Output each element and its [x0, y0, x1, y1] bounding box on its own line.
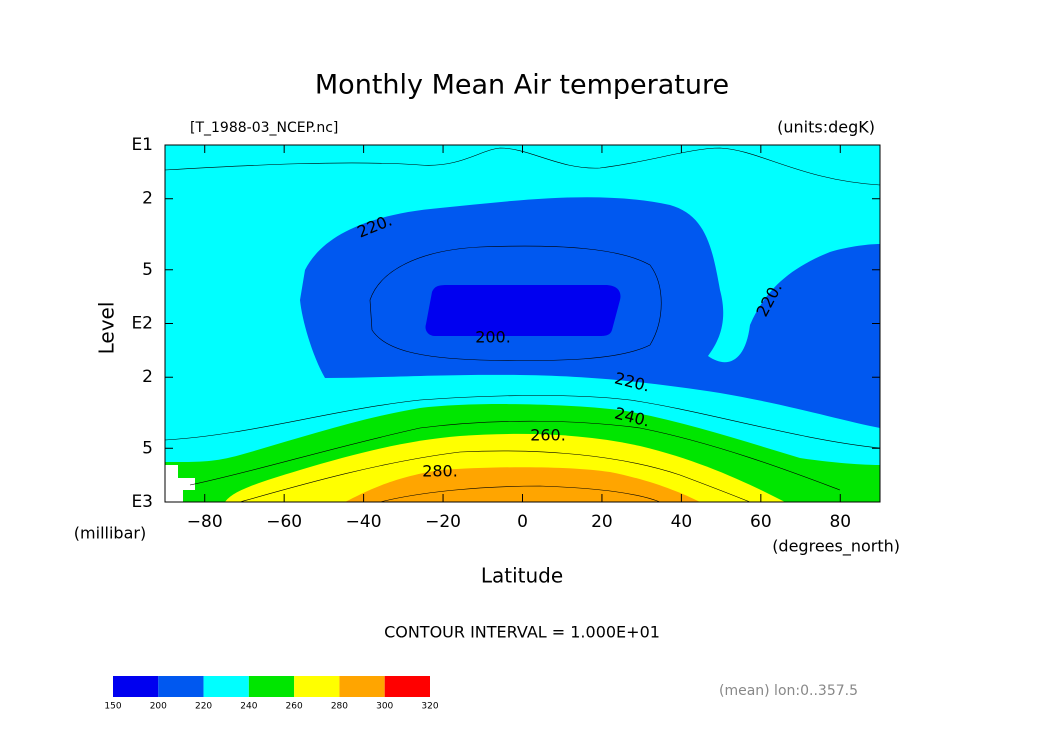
contour-line [189, 420, 841, 491]
y-tick-label: 5 [142, 438, 153, 458]
contour-line [379, 485, 661, 503]
subtitle: [T_1988-03_NCEP.nc] [190, 120, 338, 136]
colorbar-label: 300 [376, 702, 393, 712]
note: (mean) lon:0..357.5 [719, 683, 858, 699]
colorbar-box [384, 676, 430, 697]
contour-line [239, 450, 751, 503]
contour-line [369, 245, 662, 361]
colorbar-box [203, 676, 249, 697]
x-tick-label: 80 [829, 512, 851, 532]
colorbar-box [248, 676, 295, 697]
y-tick-label: E2 [131, 314, 153, 334]
colorbar-box [113, 676, 159, 697]
contour-label: 200. [475, 328, 511, 347]
y-axis-label: Level [95, 302, 119, 355]
colorbar-label: 220 [195, 702, 212, 712]
region-280-300 [345, 467, 700, 502]
x-tick-label: 40 [671, 512, 693, 532]
contour-line [164, 147, 881, 186]
y-tick-label: E3 [131, 492, 153, 512]
missing-data [165, 465, 195, 502]
colorbar-label: 260 [286, 702, 303, 712]
contour-interval: CONTOUR INTERVAL = 1.000E+01 [384, 623, 660, 642]
x-tick-label: −80 [187, 512, 223, 532]
x-tick-label: 60 [750, 512, 772, 532]
contour-label: 280. [422, 462, 458, 481]
colorbar-label: 240 [240, 702, 257, 712]
x-tick-label: −60 [266, 512, 302, 532]
region-below-200 [425, 285, 621, 336]
y-axis-units: (millibar) [74, 524, 146, 543]
units: (units:degK) [777, 118, 875, 137]
colorbar-box [294, 676, 340, 697]
y-tick-label: E1 [131, 135, 153, 155]
colorbar-box [339, 676, 385, 697]
colorbar-label: 200 [150, 702, 167, 712]
colorbar-label: 320 [421, 702, 438, 712]
colorbar-label: 150 [104, 702, 121, 712]
x-tick-label: 0 [517, 512, 528, 532]
x-tick-label: 20 [591, 512, 613, 532]
chart-title: Monthly Mean Air temperature [315, 70, 729, 101]
plot-area [164, 144, 881, 503]
contour-line [164, 395, 881, 449]
colorbar-label: 280 [331, 702, 348, 712]
x-axis-label: Latitude [481, 564, 563, 588]
colorbar-box [158, 676, 204, 697]
x-tick-label: −40 [346, 512, 382, 532]
y-tick-label: 2 [142, 189, 153, 209]
y-tick-label: 2 [142, 367, 153, 387]
x-axis-units: (degrees_north) [772, 537, 900, 557]
contour-label: 260. [530, 426, 566, 445]
y-tick-label: 5 [142, 260, 153, 280]
x-tick-label: −20 [425, 512, 461, 532]
